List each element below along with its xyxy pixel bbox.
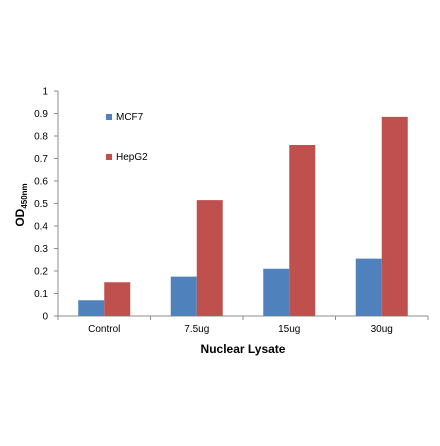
legend-swatch-mcf7 [106, 114, 112, 120]
y-tick-label: 0.5 [34, 199, 48, 210]
x-tick-label: 7.5ug [184, 324, 209, 335]
y-tick-label: 1 [42, 87, 48, 98]
bar-hepg2-15ug [289, 145, 316, 316]
bar-mcf7-15ug [263, 268, 290, 316]
y-axis-title: OD450nm [13, 183, 29, 226]
x-axis-title: Nuclear Lysate [201, 342, 286, 356]
y-tick-label: 0.4 [34, 222, 48, 233]
y-tick-label: 0.9 [34, 109, 48, 120]
x-tick-label: 15ug [278, 324, 300, 335]
y-tick-label: 0 [42, 312, 48, 323]
y-tick-label: 0.6 [34, 177, 48, 188]
y-axis-title-subscript: 450nm [20, 183, 29, 208]
bar-hepg2-control [104, 282, 131, 316]
y-tick-label: 0.1 [34, 289, 48, 300]
bar-mcf7-30ug [355, 258, 382, 316]
bar-mcf7-control [78, 300, 105, 316]
y-tick-label: 0.8 [34, 132, 48, 143]
x-tick-label: 30ug [371, 324, 393, 335]
y-tick-label: 0.2 [34, 267, 48, 278]
legend-label-mcf7: MCF7 [116, 112, 144, 123]
x-tick-label: Control [88, 324, 120, 335]
legend-swatch-hepg2 [106, 154, 112, 160]
legend-label-hepg2: HepG2 [116, 152, 148, 163]
y-tick-label: 0.3 [34, 244, 48, 255]
y-axis-title-main: OD [13, 208, 27, 226]
bar-hepg2-30ug [381, 116, 408, 316]
y-tick-label: 0.7 [34, 154, 48, 165]
bar-hepg2-75ug [196, 200, 223, 316]
bar-mcf7-75ug [170, 276, 197, 316]
plot-area: 0 0.1 0.2 0.3 0.4 0.5 0.6 0.7 0.8 0.9 1 Control 7.5u… [34, 87, 429, 335]
